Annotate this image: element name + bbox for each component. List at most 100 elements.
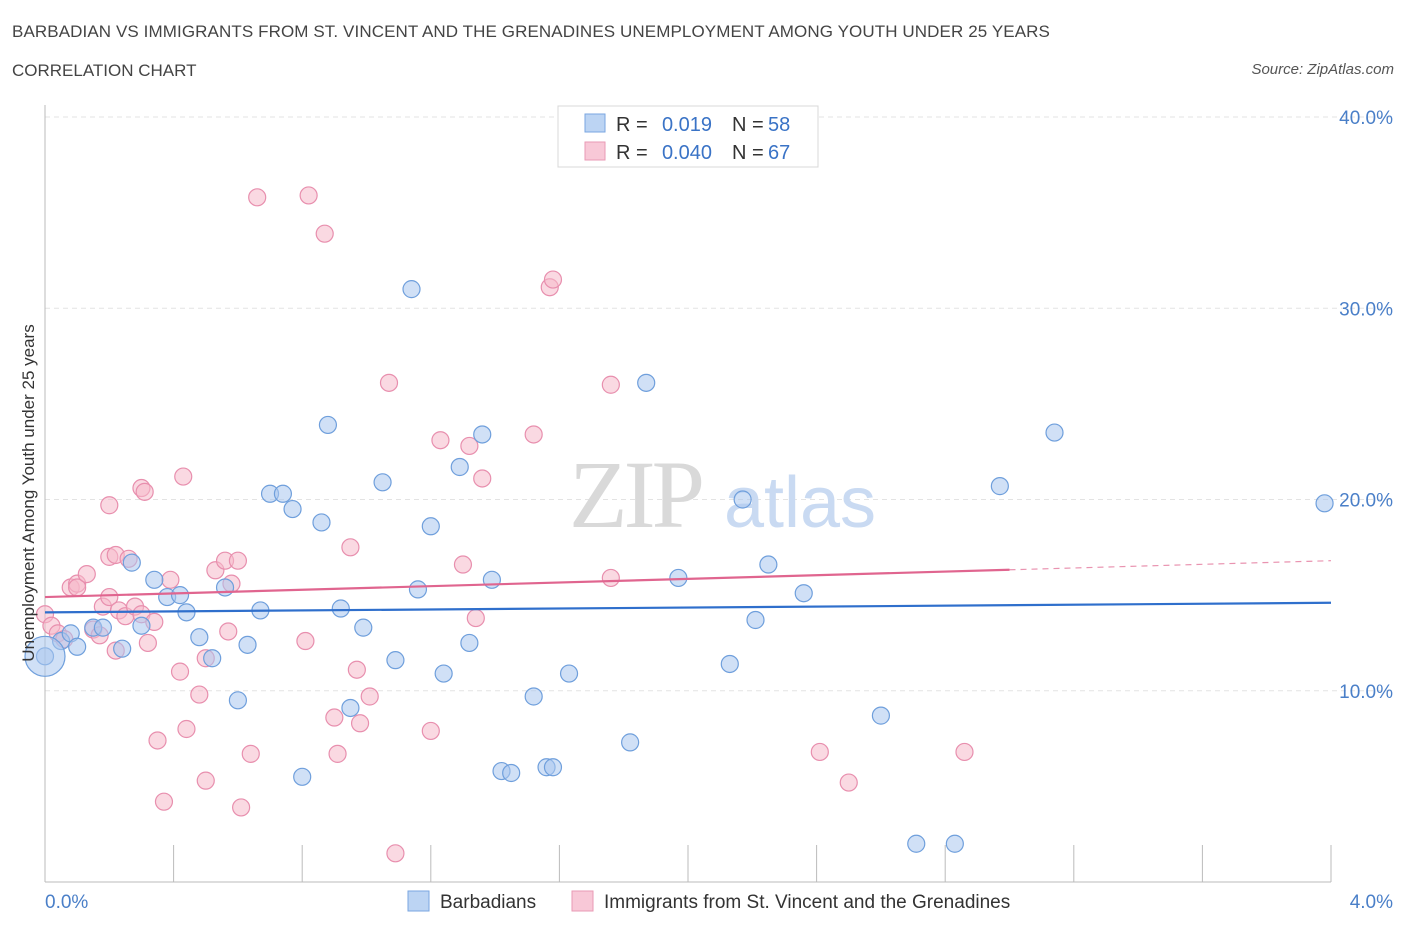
barbadians-point-28 <box>373 473 392 492</box>
immigrants-point-36 <box>219 622 238 641</box>
barbadians-point-42 <box>543 758 563 777</box>
barbadians-point-25 <box>331 599 350 618</box>
immigrants-point-25 <box>148 731 167 750</box>
barbadians-point-36 <box>473 425 492 444</box>
trend-line-barbadians <box>44 601 1332 614</box>
y-tick-label-1: 20.0% <box>1339 491 1393 512</box>
barbadians-point-11 <box>170 586 190 605</box>
barbadians-point-45 <box>637 373 656 392</box>
barbadians-point-33 <box>434 664 453 683</box>
chart-subtitle: CORRELATION CHART <box>12 61 197 80</box>
immigrants-point-30 <box>177 719 196 739</box>
barbadians-point-3 <box>68 637 87 656</box>
barbadians-point-52 <box>871 706 891 725</box>
immigrants-point-23 <box>138 633 157 653</box>
barbadians-point-48 <box>733 490 752 509</box>
barbadians-point-5 <box>93 618 112 637</box>
barbadians-point-26 <box>341 698 360 718</box>
barbadians-point-56 <box>1045 423 1064 442</box>
immigrants-point-66 <box>955 742 974 762</box>
barbadians-point-31 <box>408 580 428 599</box>
stats-r-value-1: 0.019 <box>662 114 712 136</box>
barbadians-point-23 <box>312 513 331 532</box>
stats-r-value-2: 0.040 <box>662 142 712 164</box>
stats-r-label-2: R = <box>616 142 648 164</box>
immigrants-point-7 <box>77 564 96 584</box>
immigrants-point-27 <box>161 570 180 589</box>
barbadians-point-8 <box>132 616 151 635</box>
immigrants-point-28 <box>170 662 190 681</box>
immigrants-point-41 <box>248 188 267 207</box>
immigrants-point-38 <box>228 551 247 570</box>
barbadians-point-37 <box>482 570 501 589</box>
x-tick-label-min: 0.0% <box>45 892 88 913</box>
immigrants-point-58 <box>473 469 492 488</box>
immigrants-point-43 <box>315 224 334 243</box>
barbadians-point-13 <box>190 628 209 647</box>
barbadians-point-54 <box>945 834 964 853</box>
barbadians-point-24 <box>318 415 338 435</box>
trend-lines <box>44 560 1332 614</box>
immigrants-point-45 <box>325 708 344 727</box>
immigrants-point-32 <box>196 771 215 790</box>
y-tick-label-0: 10.0% <box>1339 682 1393 703</box>
barbadians-point-49 <box>746 610 765 630</box>
legend-swatch-barbadians <box>407 890 430 912</box>
watermark: ZIP atlas <box>569 441 876 548</box>
barbadians-point-large <box>24 635 66 677</box>
barbadians-point-15 <box>215 578 235 597</box>
immigrants-point-49 <box>350 714 370 733</box>
immigrants-point-39 <box>232 798 251 817</box>
immigrants-point-13 <box>100 587 119 607</box>
barbadians-point-43 <box>559 664 579 683</box>
legend-label-barbadians: Barbadians <box>440 892 536 913</box>
immigrants-point-63 <box>601 568 620 588</box>
legend-swatch-immigrants <box>571 890 594 912</box>
immigrants-point-14 <box>100 496 119 515</box>
immigrants-point-22 <box>135 482 154 501</box>
barbadians-point-50 <box>759 555 778 574</box>
stats-box: R = 0.019 N = 58 R = 0.040 N = 67 <box>557 105 819 168</box>
immigrants-point-29 <box>174 467 193 486</box>
immigrants-point-62 <box>601 375 620 394</box>
immigrants-point-26 <box>154 792 174 811</box>
barbadians-point-53 <box>907 834 926 853</box>
barbadians-point-22 <box>293 767 312 786</box>
immigrants-point-31 <box>190 685 209 704</box>
source-note: Source: ZipAtlas.com <box>1251 61 1394 78</box>
barbadians-point-16 <box>228 691 247 710</box>
immigrants-point-56 <box>460 436 479 456</box>
barbadians-point-35 <box>460 633 479 653</box>
immigrants-point-47 <box>341 538 360 557</box>
trend-line-immigrants <box>44 568 1010 599</box>
barbadians-point-34 <box>450 457 469 477</box>
y-tick-label-2: 30.0% <box>1339 299 1393 320</box>
stats-n-label-2: N = <box>732 142 764 164</box>
stats-swatch-immigrants <box>584 141 606 161</box>
barbadians-point-29 <box>386 651 405 670</box>
barbadians-point-7 <box>122 553 141 572</box>
immigrants-point-55 <box>453 555 473 574</box>
x-tick-label-max: 4.0% <box>1350 892 1393 913</box>
barbadians-point-30 <box>402 280 421 299</box>
watermark-zip: ZIP <box>569 441 702 548</box>
y-axis-label: Unemployment Among Youth under 25 years <box>19 324 38 661</box>
immigrants-point-59 <box>524 425 543 444</box>
axes <box>44 105 1331 883</box>
stats-r-label-1: R = <box>616 114 648 136</box>
immigrants-point-46 <box>328 744 347 763</box>
stats-n-value-2: 67 <box>768 142 790 164</box>
barbadians-point-40 <box>524 687 543 706</box>
immigrants-point-61 <box>543 270 563 289</box>
immigrants-point-40 <box>241 744 260 763</box>
barbadians-point-20 <box>273 484 293 503</box>
trend-line-immigrants-extension <box>1009 560 1332 571</box>
barbadians-point-51 <box>794 584 813 603</box>
series-barbadians-points <box>24 280 1334 853</box>
immigrants-point-50 <box>360 687 379 706</box>
immigrants-point-42 <box>299 186 318 205</box>
immigrants-point-64 <box>810 742 829 762</box>
barbadians-point-47 <box>720 654 739 674</box>
immigrants-point-53 <box>421 721 440 741</box>
immigrants-point-44 <box>296 631 315 651</box>
